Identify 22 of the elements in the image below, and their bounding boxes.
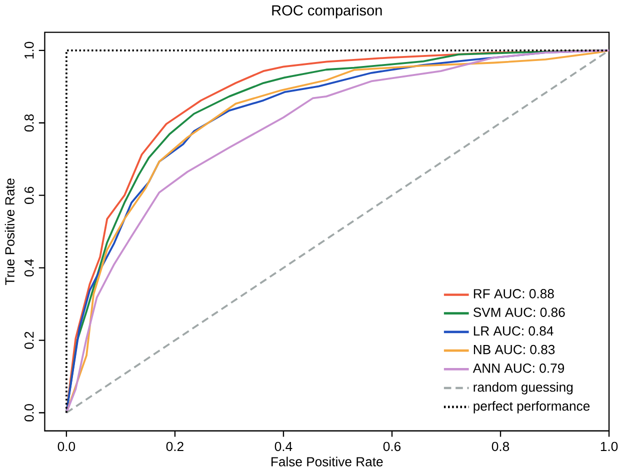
legend-label: perfect performance [474, 401, 590, 414]
chart-title: ROC comparison [272, 4, 382, 18]
x-tick-label: 0.8 [492, 442, 510, 452]
x-tick-label: 0.2 [166, 442, 184, 452]
legend-label: SVM AUC: 0.86 [473, 308, 565, 317]
legend-label: RF AUC: 0.88 [474, 288, 554, 298]
legend-label: random guessing [474, 382, 573, 394]
y-tick-label: 0.2 [24, 332, 34, 349]
x-tick-label: 0.0 [58, 442, 76, 452]
x-tick-label: 0.6 [383, 442, 401, 452]
legend-label: ANN AUC: 0.79 [472, 363, 564, 373]
y-tick-label: 0.4 [24, 258, 34, 276]
y-axis-title: True Positive Rate [4, 178, 14, 285]
x-tick-label: 0.4 [274, 442, 292, 452]
y-tick-label: 1.0 [24, 42, 34, 58]
x-tick-label: 1.0 [600, 442, 618, 452]
x-axis-title: False Positive Rate [272, 456, 383, 466]
y-tick-label: 0.6 [24, 186, 34, 204]
y-tick-label: 0.0 [24, 404, 34, 422]
y-tick-label: 0.8 [24, 114, 34, 132]
legend-label: LR AUC: 0.84 [474, 326, 554, 336]
legend-label: NB AUC: 0.83 [474, 344, 555, 354]
